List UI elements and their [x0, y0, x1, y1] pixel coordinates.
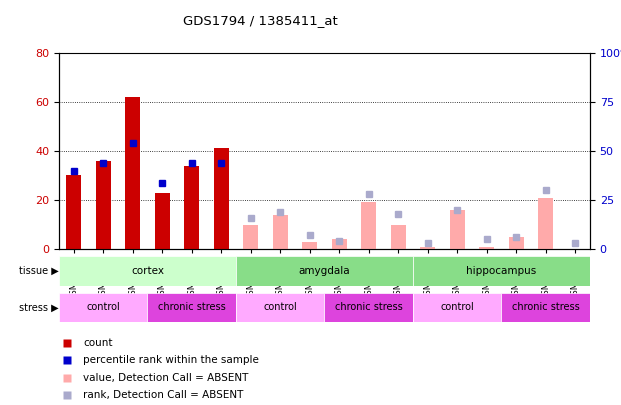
Text: tissue ▶: tissue ▶ [19, 266, 59, 276]
Text: chronic stress: chronic stress [335, 303, 402, 312]
Text: chronic stress: chronic stress [158, 303, 225, 312]
Bar [324, 293, 413, 322]
Text: value, Detection Call = ABSENT: value, Detection Call = ABSENT [83, 373, 248, 383]
Text: control: control [440, 303, 474, 312]
Bar [479, 247, 494, 249]
Text: count: count [83, 338, 112, 348]
Bar [273, 215, 288, 249]
Bar [501, 293, 590, 322]
Bar [332, 239, 347, 249]
Text: percentile rank within the sample: percentile rank within the sample [83, 355, 259, 365]
Bar [302, 242, 317, 249]
Bar [66, 175, 81, 249]
Bar [420, 247, 435, 249]
Text: GDS1794 / 1385411_at: GDS1794 / 1385411_at [183, 14, 338, 27]
Text: control: control [263, 303, 297, 312]
Text: cortex: cortex [131, 266, 164, 276]
Bar [450, 210, 465, 249]
Bar [59, 256, 236, 286]
Text: rank, Detection Call = ABSENT: rank, Detection Call = ABSENT [83, 390, 243, 400]
Bar [361, 202, 376, 249]
Bar [59, 293, 147, 322]
Text: amygdala: amygdala [299, 266, 350, 276]
Text: stress ▶: stress ▶ [19, 303, 59, 312]
Bar [538, 198, 553, 249]
Bar [125, 97, 140, 249]
Bar [243, 224, 258, 249]
Bar [184, 166, 199, 249]
Bar [214, 148, 229, 249]
Bar [96, 161, 111, 249]
Bar [509, 237, 524, 249]
Text: chronic stress: chronic stress [512, 303, 579, 312]
Bar [236, 293, 324, 322]
Text: hippocampus: hippocampus [466, 266, 537, 276]
Bar [413, 293, 501, 322]
Bar [236, 256, 413, 286]
Bar [413, 256, 590, 286]
Bar [155, 193, 170, 249]
Bar [391, 224, 406, 249]
Bar [147, 293, 236, 322]
Text: control: control [86, 303, 120, 312]
